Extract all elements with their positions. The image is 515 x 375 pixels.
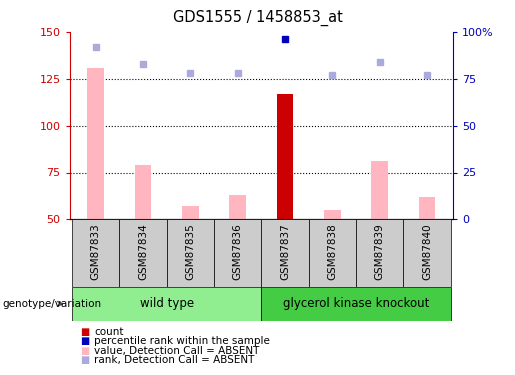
Text: glycerol kinase knockout: glycerol kinase knockout <box>283 297 430 310</box>
Bar <box>324 210 341 219</box>
Text: value, Detection Call = ABSENT: value, Detection Call = ABSENT <box>94 346 260 355</box>
Text: ■: ■ <box>80 336 89 346</box>
Text: GSM87835: GSM87835 <box>185 224 195 280</box>
Text: wild type: wild type <box>140 297 194 310</box>
Bar <box>167 219 214 287</box>
Bar <box>134 165 151 219</box>
Text: ■: ■ <box>80 346 89 355</box>
Text: GDS1555 / 1458853_at: GDS1555 / 1458853_at <box>173 9 342 26</box>
Bar <box>261 287 451 321</box>
Text: GSM87839: GSM87839 <box>375 224 385 280</box>
Bar <box>261 219 308 287</box>
Bar <box>308 219 356 287</box>
Bar <box>356 219 403 287</box>
Bar <box>277 94 294 219</box>
Text: GSM87834: GSM87834 <box>138 224 148 280</box>
Bar <box>403 219 451 287</box>
Bar <box>214 219 261 287</box>
Bar <box>72 287 261 321</box>
Text: ■: ■ <box>80 327 89 337</box>
Bar <box>182 206 199 219</box>
Text: genotype/variation: genotype/variation <box>3 299 101 309</box>
Bar <box>87 68 104 219</box>
Bar <box>72 219 119 287</box>
Text: rank, Detection Call = ABSENT: rank, Detection Call = ABSENT <box>94 355 254 365</box>
Text: GSM87833: GSM87833 <box>91 224 100 280</box>
Text: GSM87836: GSM87836 <box>233 224 243 280</box>
Text: GSM87840: GSM87840 <box>422 224 432 280</box>
Text: GSM87837: GSM87837 <box>280 224 290 280</box>
Text: percentile rank within the sample: percentile rank within the sample <box>94 336 270 346</box>
Bar <box>229 195 246 219</box>
Bar <box>371 161 388 219</box>
Text: GSM87838: GSM87838 <box>328 224 337 280</box>
Bar <box>119 219 167 287</box>
Bar <box>419 197 436 219</box>
Text: ■: ■ <box>80 355 89 365</box>
Text: count: count <box>94 327 124 337</box>
